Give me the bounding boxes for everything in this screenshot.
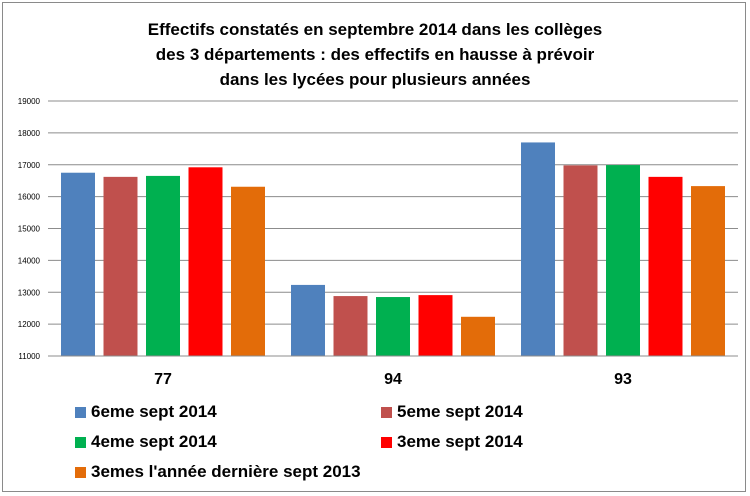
y-tick-label: 11000 bbox=[18, 352, 40, 361]
legend-swatch bbox=[381, 406, 392, 418]
x-category-label: 77 bbox=[154, 371, 172, 388]
bar bbox=[606, 165, 640, 356]
legend-label: 6eme sept 2014 bbox=[91, 402, 217, 421]
y-tick-label: 12000 bbox=[18, 320, 41, 329]
y-tick-label: 19000 bbox=[18, 97, 41, 106]
chart-title-line-2: des 3 départements : des effectifs en ha… bbox=[155, 45, 595, 64]
chart-title-line-3: dans les lycées pour plusieurs années bbox=[219, 70, 531, 89]
legend-label: 4eme sept 2014 bbox=[91, 432, 217, 451]
bar bbox=[188, 167, 223, 356]
legend-swatch bbox=[75, 406, 86, 418]
legend-label: 5eme sept 2014 bbox=[397, 402, 523, 421]
legend-item: 3emes l'année dernière sept 2013 bbox=[75, 460, 361, 484]
x-category-label: 93 bbox=[614, 371, 632, 388]
bar bbox=[418, 295, 453, 356]
chart-title-line-1: Effectifs constatés en septembre 2014 da… bbox=[147, 20, 603, 39]
bar bbox=[146, 175, 180, 356]
chart-plot-area: 11000 12000 13000 14000 15000 16000 17000 18000… bbox=[18, 97, 738, 388]
x-category-label: 94 bbox=[384, 371, 402, 388]
bar bbox=[103, 176, 138, 356]
bar bbox=[563, 165, 598, 356]
legend-item: 3eme sept 2014 bbox=[381, 430, 523, 454]
legend-item: 5eme sept 2014 bbox=[381, 400, 523, 424]
legend-swatch bbox=[75, 466, 86, 478]
y-tick-label: 15000 bbox=[18, 225, 41, 234]
bar bbox=[333, 296, 368, 356]
bar bbox=[648, 176, 683, 356]
legend-item: 6eme sept 2014 bbox=[75, 400, 217, 424]
chart-title: Effectifs constatés en septembre 2014 da… bbox=[3, 17, 747, 92]
y-tick-label: 18000 bbox=[18, 129, 41, 138]
y-tick-label: 13000 bbox=[18, 288, 41, 297]
y-tick-label: 14000 bbox=[18, 256, 41, 265]
legend-label: 3emes l'année dernière sept 2013 bbox=[91, 462, 361, 481]
bar bbox=[231, 186, 265, 356]
bar bbox=[376, 297, 410, 356]
legend-label: 3eme sept 2014 bbox=[397, 432, 523, 451]
y-tick-label: 16000 bbox=[18, 193, 41, 202]
bar bbox=[691, 186, 725, 356]
y-tick-label: 17000 bbox=[18, 161, 41, 170]
bar bbox=[521, 142, 555, 356]
bar bbox=[461, 316, 495, 356]
legend-swatch bbox=[75, 436, 86, 448]
bar bbox=[291, 284, 325, 356]
legend-item: 4eme sept 2014 bbox=[75, 430, 217, 454]
legend-swatch bbox=[381, 436, 392, 448]
bar bbox=[61, 172, 95, 356]
